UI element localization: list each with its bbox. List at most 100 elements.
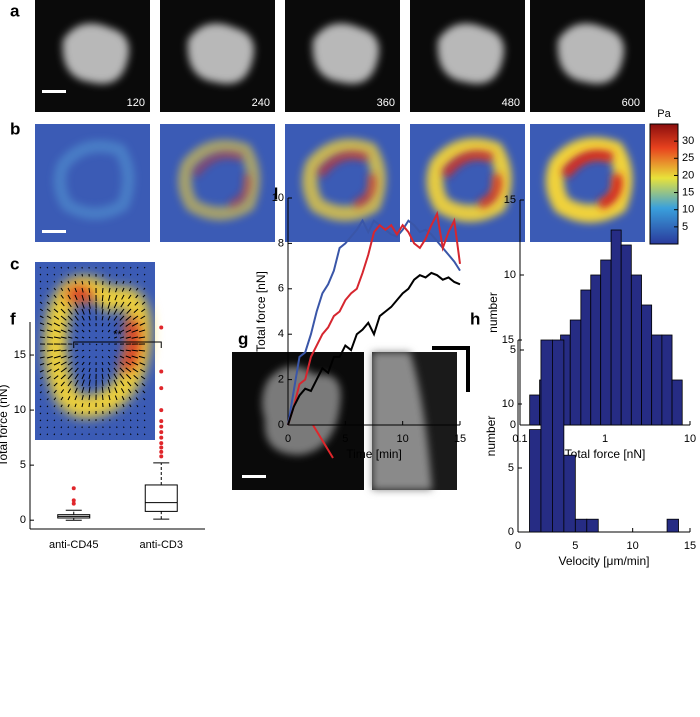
- force-arrow: [122, 411, 125, 415]
- colorbar-tick-label: 30: [682, 135, 694, 147]
- force-arrow: [115, 411, 118, 415]
- cell: [187, 23, 254, 84]
- force-arrow: [119, 349, 125, 352]
- panel-label: g: [238, 329, 248, 348]
- y-tick-label: 2: [278, 374, 284, 386]
- force-arrow: [125, 336, 132, 339]
- force-arrow: [60, 322, 67, 327]
- panel-label: a: [10, 1, 20, 20]
- force-arrow: [60, 308, 66, 314]
- force-arrow: [39, 405, 42, 408]
- force-arrow: [125, 355, 132, 359]
- force-arrow: [101, 308, 104, 315]
- force-arrow: [74, 308, 79, 315]
- force-arrow: [135, 294, 139, 299]
- time-label: 600: [622, 97, 640, 109]
- force-arrow: [134, 301, 139, 306]
- force-arrow: [113, 322, 118, 327]
- force-arrow: [60, 412, 63, 415]
- force-arrow: [67, 403, 70, 408]
- significance-bracket: [73, 341, 162, 348]
- x-tick-label: 10: [684, 433, 696, 445]
- outlier: [159, 454, 164, 459]
- force-arrow: [107, 336, 111, 339]
- y-tick-label: 4: [278, 328, 284, 340]
- cell: [262, 366, 341, 455]
- force-arrow: [46, 369, 52, 373]
- force-arrow: [123, 419, 125, 422]
- force-arrow: [113, 336, 118, 339]
- force-arrow: [60, 389, 65, 394]
- force-arrow: [122, 403, 125, 408]
- force-arrow: [88, 355, 91, 359]
- force-arrow: [141, 301, 146, 305]
- traction-ring: [177, 139, 261, 221]
- y-tick-label: 5: [20, 459, 26, 471]
- y-tick-label: 5: [510, 344, 516, 356]
- force-arrow: [53, 273, 56, 276]
- force-arrow: [122, 273, 125, 276]
- force-arrow: [53, 375, 59, 380]
- panel-label: f: [10, 309, 16, 328]
- force-arrow: [39, 433, 42, 436]
- force-arrow: [138, 349, 146, 352]
- outlier: [159, 369, 164, 374]
- force-arrow: [39, 329, 45, 332]
- y-tick-label: 5: [508, 462, 514, 474]
- force-arrow: [46, 419, 49, 422]
- force-arrow: [67, 367, 73, 373]
- force-arrow: [53, 329, 61, 333]
- force-arrow: [88, 373, 91, 380]
- bar: [580, 289, 592, 426]
- force-arrow: [113, 367, 118, 373]
- force-arrow: [128, 287, 132, 292]
- x-axis-label: Velocity [μm/min]: [559, 554, 650, 568]
- force-arrow: [125, 322, 132, 327]
- force-arrow: [119, 315, 125, 321]
- force-arrow: [67, 380, 72, 387]
- force-arrow: [74, 273, 77, 277]
- force-arrow: [67, 355, 73, 359]
- force-arrow: [136, 433, 139, 436]
- force-arrow: [143, 266, 146, 269]
- force-arrow: [67, 315, 73, 321]
- force-arrow: [113, 308, 118, 315]
- force-arrow: [53, 315, 60, 320]
- force-arrow: [101, 336, 104, 339]
- force-arrow: [143, 287, 146, 290]
- force-arrow: [115, 273, 118, 277]
- force-arrow: [107, 301, 111, 309]
- force-arrow: [108, 394, 111, 401]
- force-arrow: [53, 382, 58, 387]
- colorbar-tick-label: 10: [682, 204, 694, 216]
- force-arrow: [95, 343, 98, 346]
- force-arrow: [46, 349, 54, 352]
- force-arrow: [107, 379, 111, 387]
- force-arrow: [39, 349, 45, 352]
- force-arrow: [67, 266, 69, 269]
- force-arrow: [130, 433, 132, 436]
- force-arrow: [119, 308, 125, 315]
- colorbar-tick-label: 15: [682, 186, 694, 198]
- force-arrow: [67, 388, 72, 394]
- force-arrow: [142, 294, 146, 298]
- force-arrow: [119, 336, 125, 339]
- outlier: [71, 486, 76, 491]
- traction-core: [316, 151, 377, 209]
- y-tick-label: 10: [504, 269, 516, 281]
- force-arrow: [60, 280, 63, 284]
- force-arrow: [39, 336, 45, 339]
- force-arrow: [67, 273, 70, 276]
- force-arrow: [81, 322, 85, 327]
- force-arrow: [113, 355, 118, 359]
- force-arrow: [46, 433, 49, 436]
- bar: [600, 259, 612, 426]
- force-arrow: [115, 287, 118, 293]
- bar: [529, 394, 540, 426]
- force-arrow: [81, 280, 84, 285]
- x-tick-label: 1: [602, 433, 608, 445]
- outlier: [71, 498, 76, 503]
- bar: [574, 518, 588, 533]
- force-arrow: [88, 336, 91, 339]
- x-tick-label: 0.1: [512, 433, 527, 445]
